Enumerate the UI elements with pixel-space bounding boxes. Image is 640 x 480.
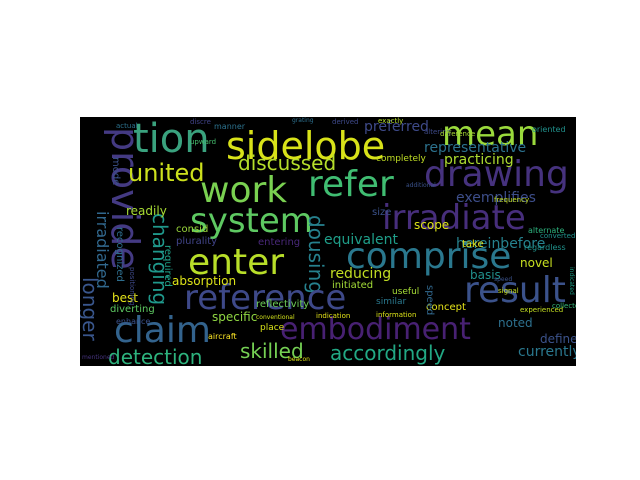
word: frequency — [494, 196, 530, 204]
word: enhance — [116, 317, 151, 326]
word: signal — [498, 287, 519, 295]
word: speed — [494, 276, 513, 283]
word: specific — [212, 310, 258, 324]
word: representative — [424, 140, 527, 156]
word: sidelobe — [226, 124, 386, 168]
word: longer — [80, 277, 102, 341]
word: best — [112, 291, 138, 305]
word: grating — [292, 117, 314, 124]
word: claim — [114, 310, 211, 351]
word: alternate — [528, 226, 565, 235]
word: similar — [376, 297, 407, 307]
word: practicing — [444, 152, 514, 168]
word: currently — [518, 344, 576, 360]
word: result — [464, 270, 566, 311]
word: united — [128, 159, 205, 187]
word: drawing — [424, 154, 569, 195]
word: aircraft — [208, 332, 237, 341]
word: mode — [110, 157, 121, 186]
word: changing — [148, 213, 172, 306]
word: oriented — [532, 125, 566, 134]
word: mentioned — [82, 354, 115, 361]
word: irradiate — [382, 198, 526, 238]
word: hereinbefore — [456, 236, 546, 252]
word: absorption — [172, 274, 237, 288]
word: required — [162, 245, 173, 287]
word: readily — [126, 204, 167, 218]
word: refer — [308, 164, 394, 205]
word: size — [372, 207, 392, 218]
word: actual — [116, 122, 138, 130]
word: irradiated — [93, 211, 112, 289]
word: skilled — [240, 339, 304, 363]
word: exactly — [378, 117, 404, 125]
word: discussed — [238, 151, 337, 175]
word: difference — [440, 130, 476, 138]
word: exemplifies — [456, 190, 536, 206]
word: conventional — [256, 314, 295, 321]
word: information — [376, 311, 417, 319]
word-cloud: tion sidelobe mean provide refer drawing… — [80, 117, 576, 366]
word: detection — [108, 345, 203, 366]
word: tion — [133, 117, 210, 162]
word: indication — [316, 312, 351, 320]
word: initiated — [332, 280, 374, 291]
word: enter — [188, 242, 285, 283]
word: define — [540, 332, 576, 346]
word: consid — [176, 224, 209, 235]
word: provide — [103, 127, 147, 270]
word: manner — [214, 122, 246, 131]
word: work — [200, 170, 288, 211]
word: regardless — [524, 243, 566, 252]
word: comprise — [346, 236, 512, 277]
word: reducing — [330, 266, 392, 282]
word: experienced — [520, 306, 564, 314]
word: equivalent — [324, 232, 398, 248]
word: additional — [406, 182, 436, 189]
word: derived — [332, 118, 359, 126]
word: dousing — [304, 215, 328, 294]
word: reflectivity — [256, 299, 310, 310]
word: basis — [470, 268, 501, 282]
word: concept — [426, 302, 466, 313]
word: converted — [540, 232, 576, 240]
word: recognized — [114, 227, 125, 282]
word: novel — [520, 256, 553, 270]
word: take — [462, 239, 484, 250]
word: place — [260, 323, 285, 333]
word: embodiment — [280, 312, 471, 347]
word: diverting — [110, 304, 155, 315]
word: beacon — [288, 356, 310, 363]
word: altering — [424, 128, 451, 136]
word: upward — [190, 138, 217, 146]
word: collected — [552, 302, 576, 310]
word: discre — [190, 118, 211, 126]
word: speed — [424, 285, 435, 316]
word: scope — [414, 218, 450, 232]
word: preferred — [364, 119, 429, 135]
word: completely — [376, 154, 426, 164]
word: system — [190, 201, 313, 241]
word: indicated — [568, 267, 575, 295]
word: positioning — [128, 267, 136, 306]
word: noted — [498, 316, 533, 330]
word: reference — [184, 278, 347, 318]
word: useful — [392, 287, 420, 297]
word: mean — [442, 117, 539, 154]
word: accordingly — [330, 341, 446, 365]
word: entering — [258, 237, 301, 248]
word: plurality — [176, 236, 218, 247]
